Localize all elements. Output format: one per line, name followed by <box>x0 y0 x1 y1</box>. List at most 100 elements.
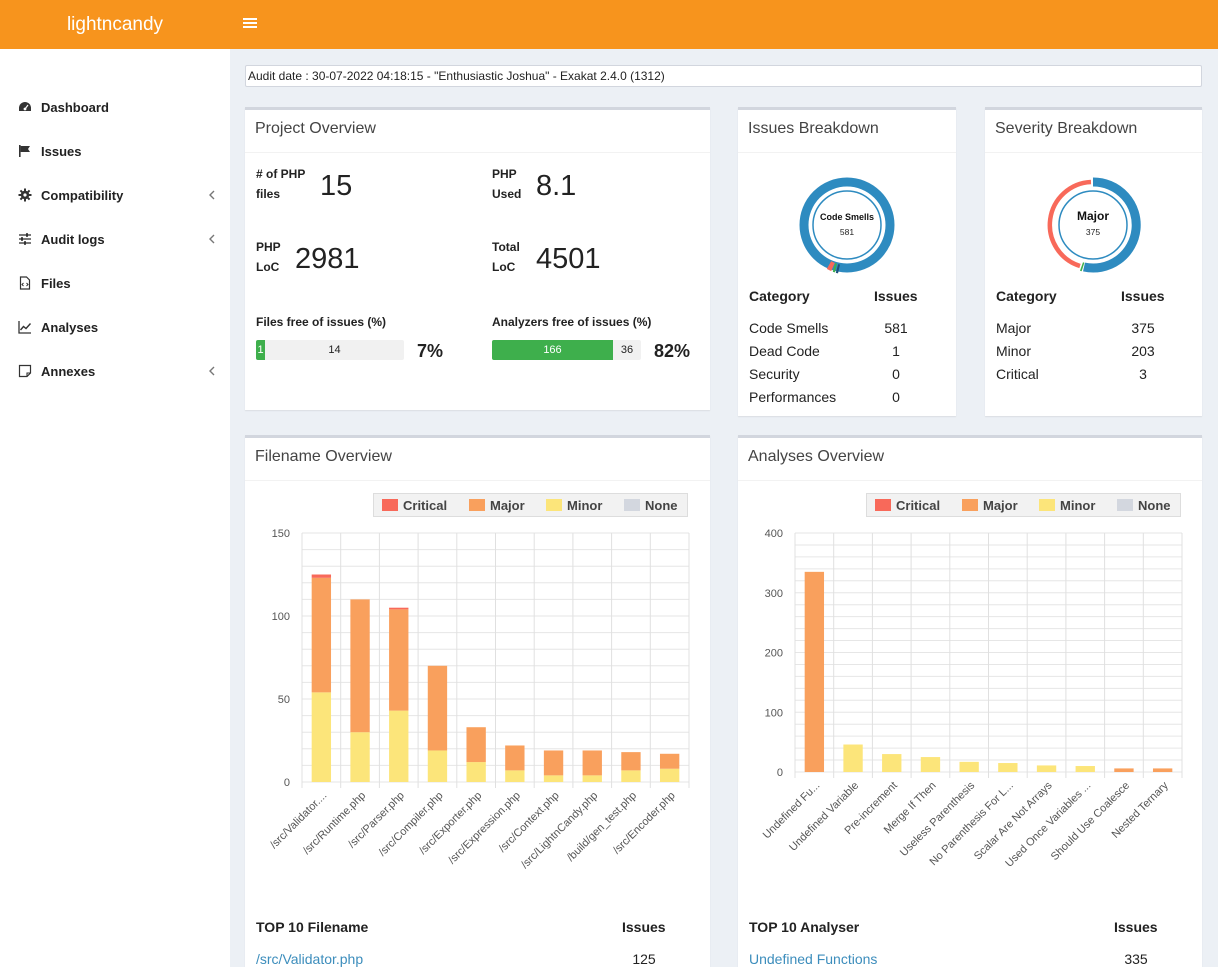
bar-minor <box>582 775 602 782</box>
php-loc-value: 2981 <box>295 243 360 275</box>
bar-major <box>582 750 602 776</box>
legend-swatch-critical <box>382 499 398 511</box>
sidebar-item-label: Compatibility <box>41 187 124 203</box>
donut-center-value: 375 <box>1086 227 1100 237</box>
sidebar-item-label: Dashboard <box>41 99 109 115</box>
donut-performances-arc <box>835 264 841 274</box>
y-tick-label: 300 <box>765 588 783 600</box>
table-cell-category: Performances <box>749 389 837 405</box>
y-tick-label: 0 <box>777 767 783 779</box>
divider <box>245 480 710 481</box>
sidebar-item-audit-logs[interactable]: Audit logs <box>0 217 230 261</box>
legend-swatch-minor <box>546 499 562 511</box>
analyses-overview-box: Analyses Overview Critical Major Minor N… <box>738 435 1202 967</box>
divider <box>245 152 710 153</box>
dashboard-icon <box>19 102 31 111</box>
bar-minor <box>311 692 332 782</box>
x-tick-label: Useless Parenthesis <box>898 779 978 859</box>
box-title: Severity Breakdown <box>995 120 1138 137</box>
x-tick-label: /src/Expression.php <box>446 790 523 867</box>
donut-minor-arc <box>1047 179 1092 269</box>
top10-filename-link[interactable]: /src/Validator.php <box>256 951 364 967</box>
legend-label: Major <box>490 498 525 513</box>
legend-label: Minor <box>567 498 603 513</box>
legend-swatch-critical <box>875 499 891 511</box>
bar-major <box>804 571 825 772</box>
top10-analyser-issues: 335 <box>1124 951 1148 967</box>
php-used-value: 8.1 <box>536 170 577 202</box>
top10-issues-header: Issues <box>1114 919 1158 935</box>
analyzers-free-ok-segment: 166 <box>492 340 613 360</box>
bar-major <box>543 750 564 776</box>
donut-center-label: Code Smells <box>820 212 874 222</box>
legend-label: Minor <box>1060 498 1096 513</box>
legend-swatch-minor <box>1039 499 1055 511</box>
legend-label: None <box>645 498 678 513</box>
analyzers-free-percent: 82% <box>654 341 691 361</box>
chart-legend: Critical Major Minor None <box>373 493 688 517</box>
sidebar-item-issues[interactable]: Issues <box>0 129 230 173</box>
donut-code-smells-arc <box>799 177 895 273</box>
top-navbar: lightncandy <box>0 0 1218 49</box>
sidebar-item-label: Annexes <box>41 363 96 379</box>
flag-icon <box>19 145 30 157</box>
top10-analyser-link[interactable]: Undefined Functions <box>749 951 878 967</box>
bar-minor <box>1075 766 1095 772</box>
legend-swatch-major <box>469 499 485 511</box>
donut-dead-code-arc <box>826 261 835 272</box>
bar-major <box>1152 768 1173 772</box>
legend-label: Major <box>983 498 1018 513</box>
bar-minor <box>389 710 409 782</box>
total-loc-label: Total LoC <box>492 240 520 274</box>
table-cell-issues: 1 <box>892 343 900 359</box>
table-cell-issues: 375 <box>1131 320 1155 336</box>
legend-label: None <box>1138 498 1171 513</box>
legend-label: Critical <box>403 498 448 513</box>
y-tick-label: 100 <box>765 707 783 719</box>
filename-overview-box: Filename Overview Critical Major Minor N… <box>245 435 710 967</box>
legend-swatch-major <box>962 499 978 511</box>
donut-center-label: Major <box>1077 209 1109 223</box>
sidebar-item-dashboard[interactable]: Dashboard <box>0 85 230 129</box>
sidebar-item-compatibility[interactable]: Compatibility <box>0 173 230 217</box>
bar-minor <box>621 770 641 782</box>
issues-donut-chart: Code Smells 581 <box>799 177 895 274</box>
files-free-bad-segment: 14 <box>328 344 341 356</box>
chevron-left-icon <box>209 190 215 200</box>
bar-major <box>505 745 525 771</box>
project-overview-box: Project Overview # of PHP files 15 PHP Use… <box>245 107 710 410</box>
table-cell-issues: 3 <box>1139 366 1147 382</box>
sidebar-item-annexes[interactable]: Annexes <box>0 349 230 393</box>
bar-minor <box>427 750 448 782</box>
app-logo[interactable]: lightncandy <box>66 14 164 35</box>
x-tick-label: /build/gen_test.php <box>565 790 639 864</box>
table-cell-category: Dead Code <box>749 343 820 359</box>
sidebar-item-files[interactable]: Files <box>0 261 230 305</box>
files-free-label: Files free of issues (%) <box>256 315 387 329</box>
cog-icon <box>18 188 32 202</box>
y-tick-label: 200 <box>765 648 783 660</box>
hamburger-menu-icon[interactable] <box>243 16 257 32</box>
total-loc-value: 4501 <box>536 243 601 275</box>
severity-breakdown-box: Severity Breakdown Major 375 Category Is… <box>985 107 1202 416</box>
donut-major-arc <box>1083 177 1141 273</box>
bar-major <box>389 609 409 711</box>
top10-analyser-header: TOP 10 Analyser <box>749 919 860 935</box>
analyzers-free-progress: 166 36 <box>492 340 641 360</box>
chevron-left-icon <box>209 234 215 244</box>
donut-security-arc <box>832 263 838 273</box>
bar-minor <box>882 754 902 772</box>
table-cell-category: Major <box>996 320 1032 336</box>
bar-major <box>427 665 448 751</box>
column-header-category: Category <box>749 288 810 304</box>
top10-filename-issues: 125 <box>632 951 656 967</box>
filename-stacked-bar-chart: 050100150/src/Validator..../src/Runtime.… <box>268 528 690 871</box>
top10-filename-header: TOP 10 Filename <box>256 919 369 935</box>
top10-issues-header: Issues <box>622 919 666 935</box>
column-header-issues: Issues <box>1121 288 1165 304</box>
bar-minor <box>659 768 680 782</box>
divider <box>738 480 1202 481</box>
table-cell-issues: 581 <box>884 320 908 336</box>
sidebar-item-analyses[interactable]: Analyses <box>0 305 230 349</box>
bar-minor <box>466 762 486 782</box>
